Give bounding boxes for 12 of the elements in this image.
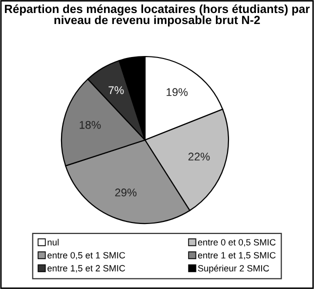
- legend-label: entre 0 et 0,5 SMIC: [198, 239, 276, 247]
- chart-title: Répartion des ménages locataires (hors étudiants) par niveau de revenu imposable brut N-2: [4, 4, 310, 26]
- data-label: 22%: [188, 152, 210, 160]
- legend-label: entre 0,5 et 1 SMIC: [48, 252, 126, 260]
- legend-label: Supérieur 2 SMIC: [198, 264, 270, 274]
- data-label: 7%: [108, 86, 124, 94]
- legend-label: entre 1 et 1,5 SMIC: [198, 252, 276, 260]
- legend-label: nul: [48, 238, 59, 246]
- data-label: 18%: [80, 120, 101, 129]
- legend-label: entre 1,5 et 2 SMIC: [48, 265, 126, 273]
- data-label: 19%: [166, 88, 188, 96]
- data-label: 29%: [115, 188, 136, 196]
